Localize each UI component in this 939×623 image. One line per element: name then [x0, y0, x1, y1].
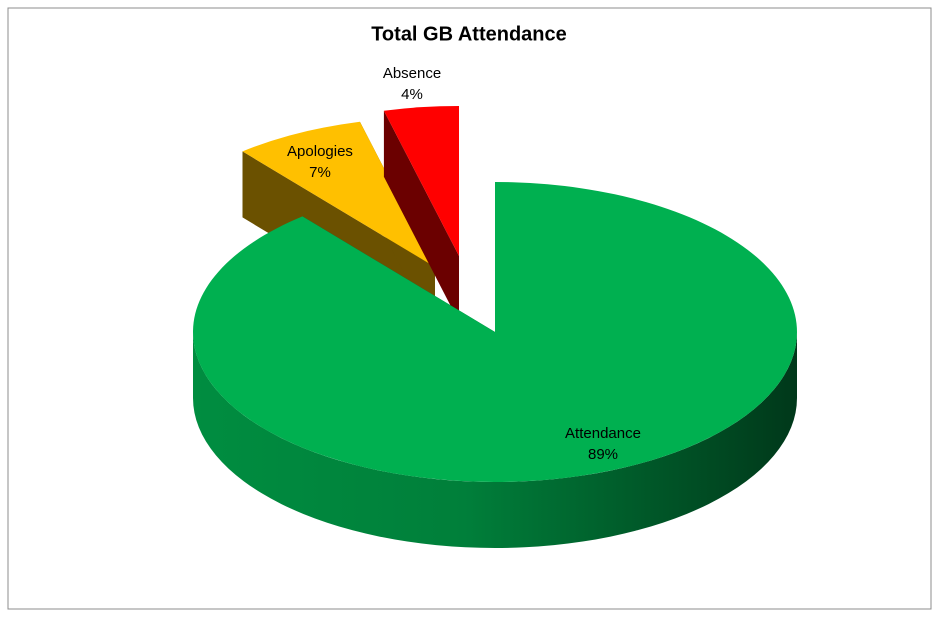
slice-label: Absence	[383, 65, 441, 82]
slice-label: Apologies	[287, 143, 353, 160]
slice-value-label: 89%	[588, 446, 618, 463]
chart-title: Total GB Attendance	[371, 23, 567, 45]
pie-slice	[242, 121, 435, 268]
slice-label: Attendance	[565, 425, 641, 442]
pie-slice	[192, 182, 797, 482]
slice-value-label: 4%	[401, 86, 423, 103]
slice-value-label: 7%	[309, 164, 331, 181]
slice-side	[193, 332, 797, 548]
pie-slice	[383, 106, 459, 256]
slice-face	[383, 110, 459, 323]
